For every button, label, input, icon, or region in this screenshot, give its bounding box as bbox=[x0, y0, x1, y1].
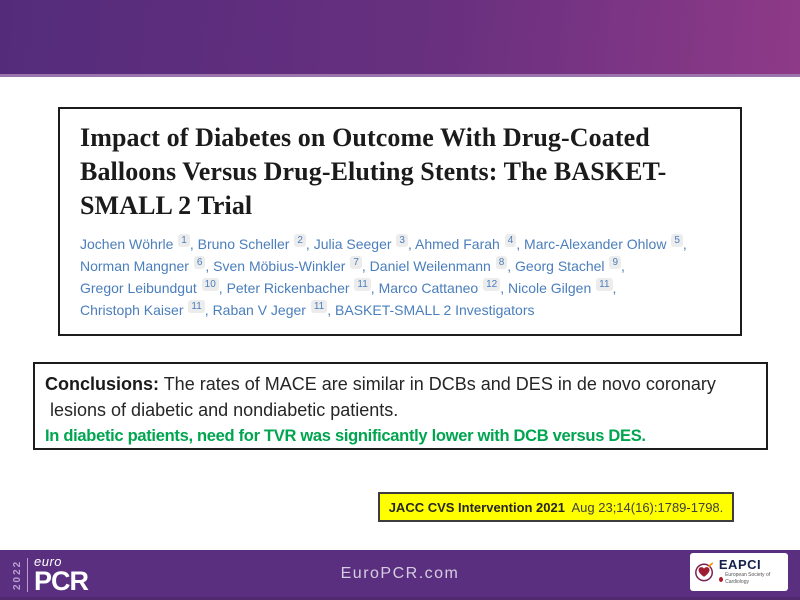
author-line: Gregor Leibundgut 10, Peter Rickenbacher… bbox=[80, 278, 617, 296]
author-affiliation-superscript: 5 bbox=[671, 234, 683, 247]
author-affiliation-superscript: 3 bbox=[396, 234, 408, 247]
citation-reference: Aug 23;14(16):1789-1798. bbox=[564, 499, 724, 515]
conclusions-box: Conclusions: The rates of MACE are simil… bbox=[33, 362, 768, 450]
eapci-subtitle: European Society of Cardiology bbox=[718, 572, 784, 586]
author-line: Norman Mangner 6, Sven Möbius-Winkler 7,… bbox=[80, 256, 625, 274]
conclusions-line-2: lesions of diabetic and nondiabetic pati… bbox=[45, 400, 399, 420]
author-affiliation-superscript: 12 bbox=[483, 278, 501, 291]
citation-box: JACC CVS Intervention 2021 Aug 23;14(16)… bbox=[378, 492, 734, 522]
author-affiliation-superscript: 11 bbox=[596, 278, 613, 291]
conclusions-text: The rates of MACE are similar in DCBs an… bbox=[159, 374, 716, 394]
author-name: Gregor Leibundgut bbox=[80, 280, 197, 296]
conclusions-line-1: Conclusions: The rates of MACE are simil… bbox=[45, 371, 756, 397]
eapci-subtitle-text: European Society of Cardiology bbox=[725, 572, 771, 585]
author-affiliation-superscript: 11 bbox=[354, 278, 371, 291]
footer-website: EuroPCR.com bbox=[340, 564, 460, 582]
citation-journal: JACC CVS Intervention 2021 bbox=[388, 499, 565, 515]
author-name: Norman Mangner bbox=[80, 258, 189, 274]
europcr-logo: 2022 euro PCR bbox=[12, 554, 89, 596]
author-name: Nicole Gilgen bbox=[507, 280, 592, 296]
author-name: BASKET-SMALL 2 Investigators bbox=[335, 302, 535, 318]
author-name: Peter Rickenbacher bbox=[226, 280, 350, 296]
logo-divider bbox=[27, 557, 28, 592]
paper-title-box: Impact of Diabetes on Outcome With Drug-… bbox=[58, 107, 742, 336]
author-affiliation-superscript: 11 bbox=[188, 300, 205, 313]
author-name: Daniel Weilenmann bbox=[369, 258, 491, 274]
author-affiliation-superscript: 9 bbox=[609, 256, 621, 269]
europcr-logo-text: euro PCR bbox=[34, 554, 89, 596]
author-affiliation-superscript: 7 bbox=[350, 256, 362, 269]
paper-title: Impact of Diabetes on Outcome With Drug-… bbox=[80, 123, 667, 220]
author-name: Marco Cattaneo bbox=[378, 280, 479, 296]
eapci-text: EAPCI European Society of Cardiology bbox=[718, 557, 784, 586]
author-name: Marc-Alexander Ohlow bbox=[524, 236, 667, 252]
author-name: Raban V Jeger bbox=[212, 302, 306, 318]
author-name: Christoph Kaiser bbox=[80, 302, 184, 318]
author-name: Georg Stachel bbox=[515, 258, 605, 274]
author-line: Christoph Kaiser 11, Raban V Jeger 11, B… bbox=[80, 300, 535, 318]
author-name: Ahmed Farah bbox=[414, 236, 500, 252]
author-affiliation-superscript: 1 bbox=[178, 234, 190, 247]
author-line: Jochen Wöhrle 1, Bruno Scheller 2, Julia… bbox=[80, 234, 687, 252]
top-banner bbox=[0, 0, 800, 77]
author-affiliation-superscript: 6 bbox=[193, 256, 206, 269]
author-affiliation-superscript: 2 bbox=[294, 234, 306, 247]
author-affiliation-superscript: 4 bbox=[504, 234, 517, 247]
conclusions-label: Conclusions: bbox=[45, 374, 160, 394]
author-affiliation-superscript: 10 bbox=[201, 278, 219, 291]
eapci-logo: EAPCI European Society of Cardiology bbox=[690, 553, 788, 591]
eapci-name: EAPCI bbox=[718, 557, 762, 572]
author-affiliation-superscript: 11 bbox=[310, 300, 328, 313]
conclusions-highlight: In diabetic patients, need for TVR was s… bbox=[45, 427, 646, 445]
author-name: Julia Seeger bbox=[313, 236, 392, 252]
author-name: Sven Möbius-Winkler bbox=[213, 258, 346, 274]
author-name: Bruno Scheller bbox=[197, 236, 290, 252]
europcr-logo-pcr: PCR bbox=[34, 566, 89, 596]
esc-dot-icon bbox=[718, 576, 724, 582]
author-list: Jochen Wöhrle 1, Bruno Scheller 2, Julia… bbox=[80, 233, 720, 321]
author-affiliation-superscript: 8 bbox=[495, 256, 508, 269]
author-name: Jochen Wöhrle bbox=[80, 236, 174, 252]
europcr-logo-euro: euro bbox=[34, 554, 63, 569]
footer-bar: 2022 euro PCR EuroPCR.com EAPCI European… bbox=[0, 550, 800, 600]
heart-icon bbox=[695, 562, 714, 582]
